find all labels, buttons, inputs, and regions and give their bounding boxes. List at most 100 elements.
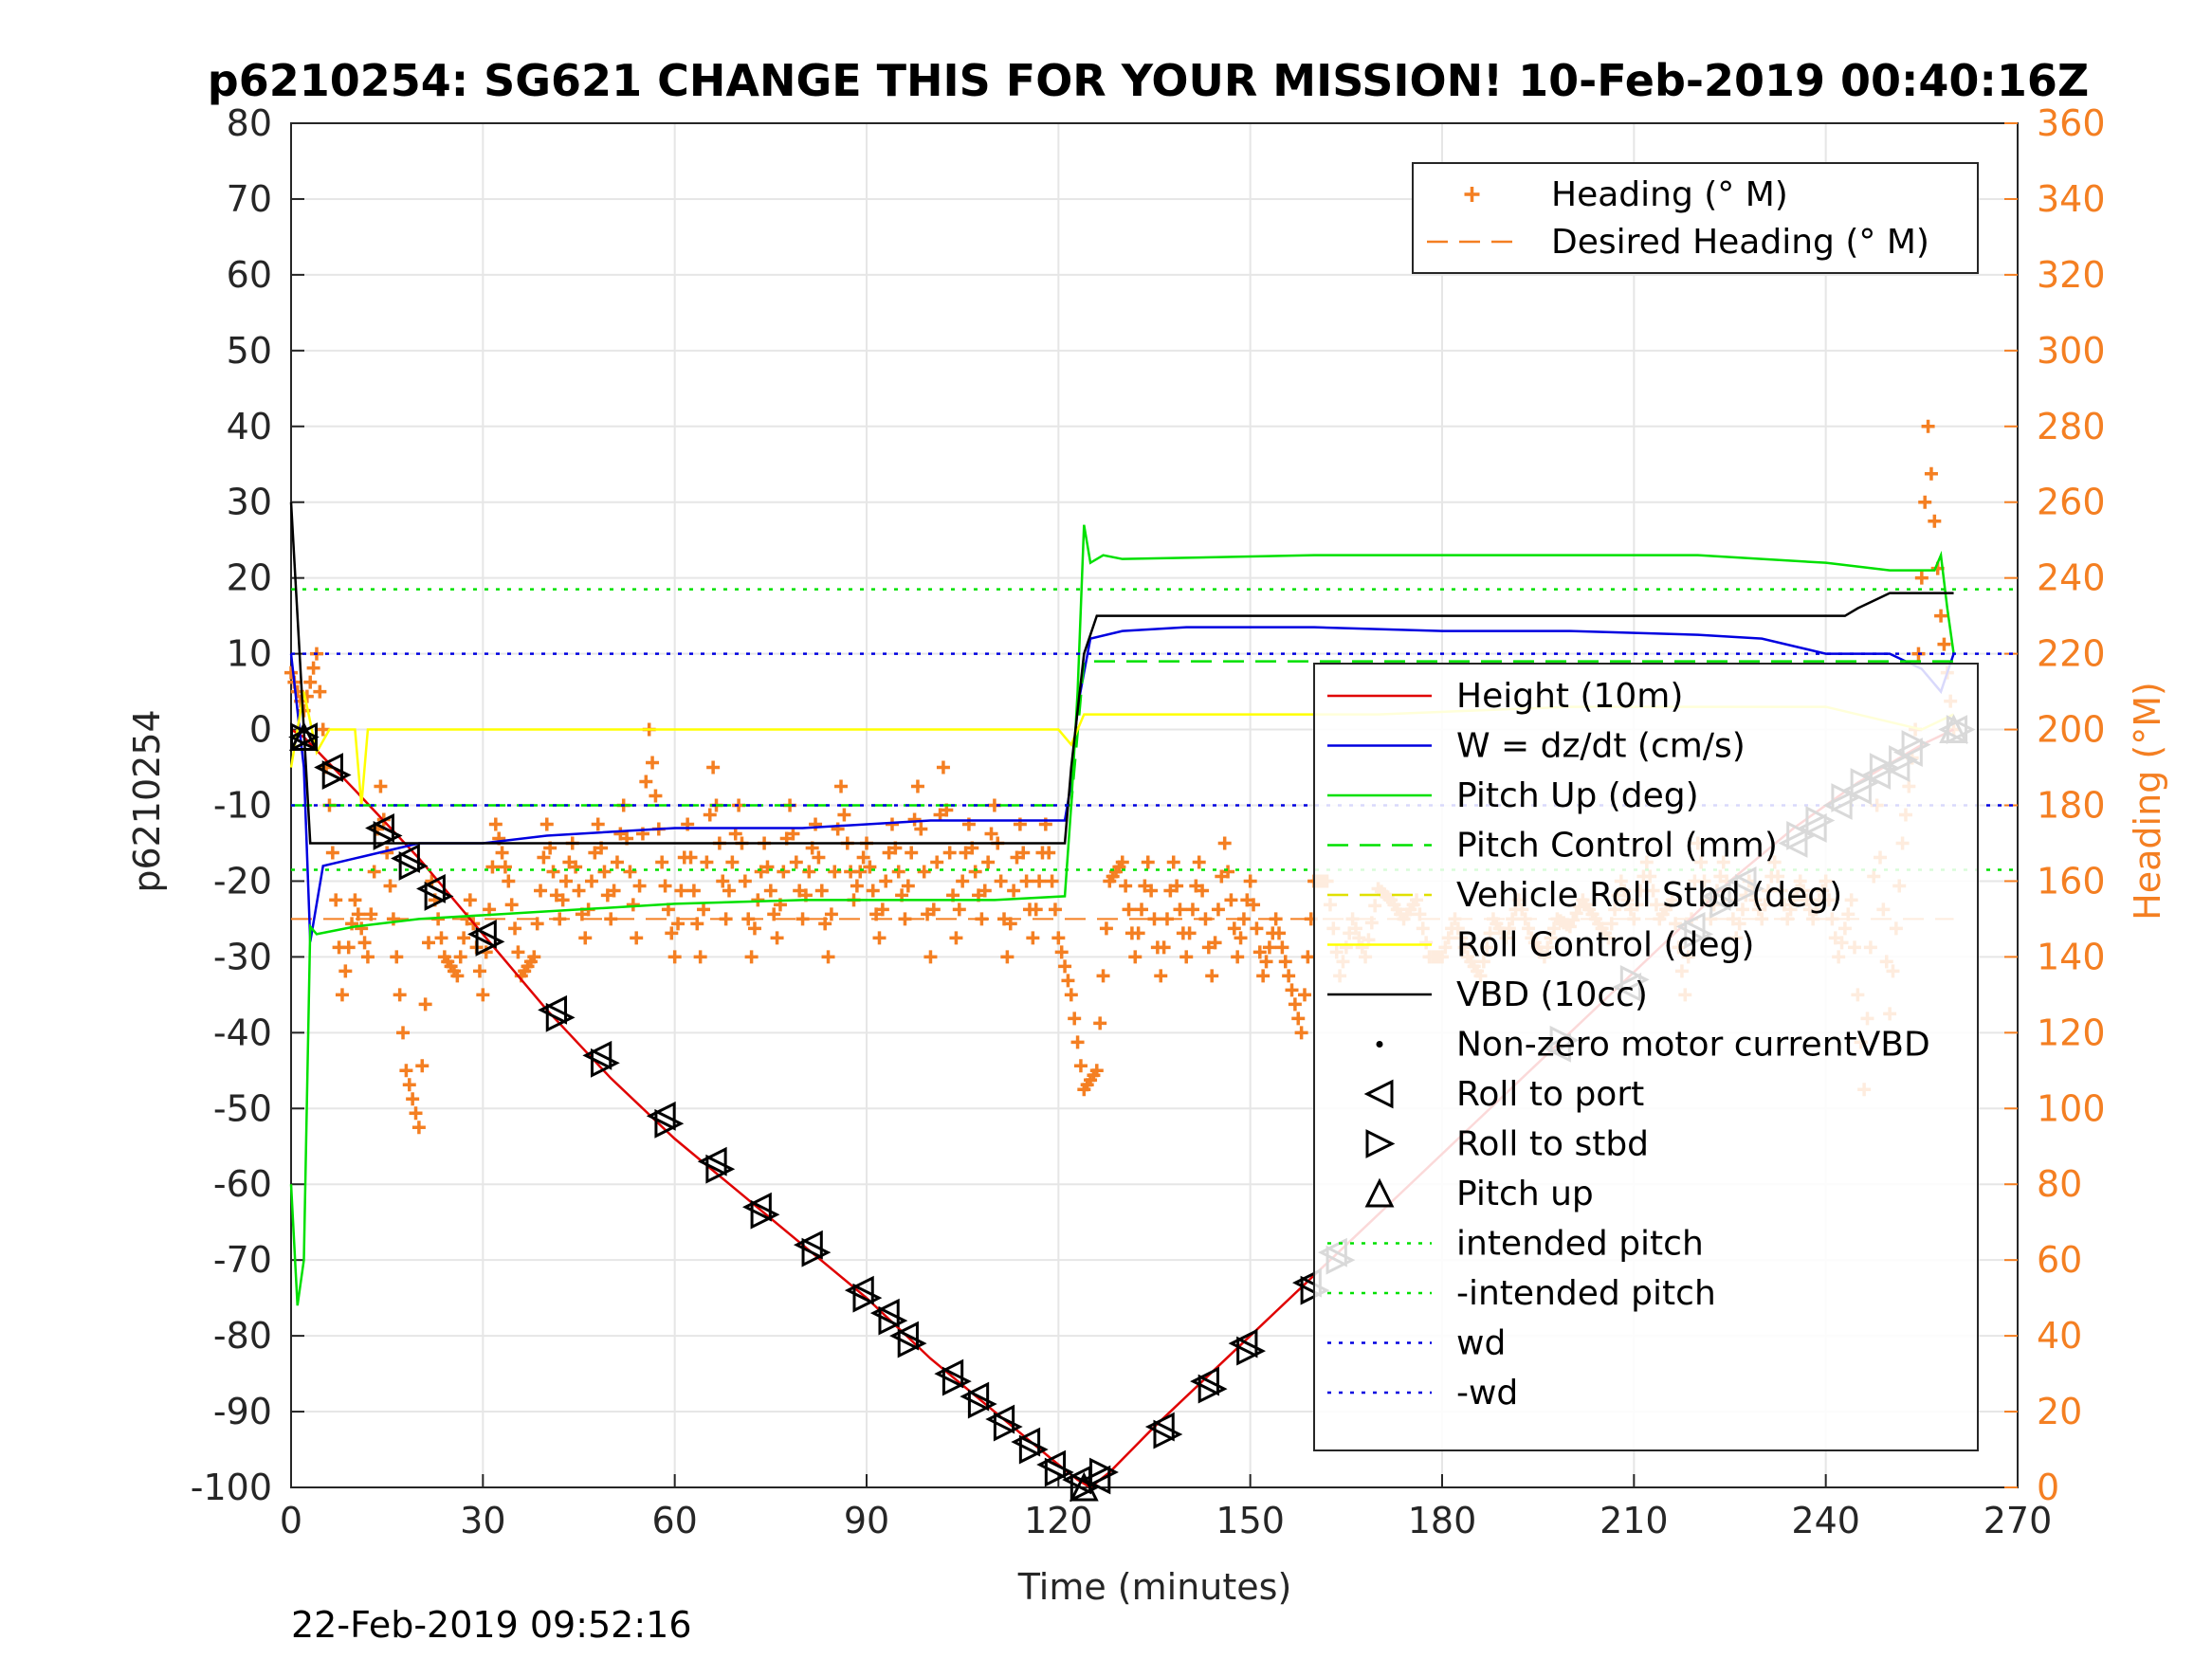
heading-point — [1924, 466, 1938, 481]
heading-point — [1262, 940, 1276, 955]
heading-point — [1003, 917, 1017, 931]
heading-point — [1252, 945, 1267, 959]
heading-point — [383, 879, 397, 893]
heading-point — [406, 1092, 420, 1106]
heading-point — [453, 950, 467, 964]
heading-point — [1205, 969, 1219, 983]
heading-point — [658, 879, 672, 893]
heading-point — [1198, 912, 1213, 926]
heading-point — [914, 822, 928, 836]
heading-point — [476, 988, 490, 1002]
roll-port-marker — [466, 919, 497, 949]
heading-point — [1070, 1035, 1085, 1049]
heading-point — [812, 850, 826, 865]
heading-point — [1221, 865, 1235, 879]
legend-item: Non-zero motor currentVBD — [1376, 1026, 1930, 1065]
heading-point — [498, 860, 512, 874]
heading-point — [329, 893, 343, 907]
heading-point — [1173, 902, 1187, 917]
heading-point — [834, 779, 849, 793]
heading-point — [630, 931, 644, 945]
roll-stbd-marker — [321, 760, 352, 790]
legend-item: Heading (° M) — [1464, 175, 1788, 214]
heading-point — [923, 950, 938, 964]
heading-point — [981, 855, 996, 869]
heading-point — [530, 917, 544, 931]
heading-point — [910, 779, 924, 793]
heading-point — [325, 846, 339, 860]
roll-port-marker — [1190, 1366, 1219, 1396]
y-right-tick-label: 260 — [2037, 482, 2106, 523]
legend-item: Vehicle Roll Stbd (deg) — [1327, 876, 1842, 915]
heading-point — [572, 884, 586, 898]
legend-label: Pitch up — [1456, 1175, 1594, 1213]
heading-point — [856, 850, 870, 865]
heading-point — [901, 879, 915, 893]
legend-item: Desired Heading (° M) — [1427, 223, 1929, 262]
heading-point — [926, 902, 941, 917]
y-tick-label: -10 — [213, 785, 272, 827]
heading-point — [1099, 921, 1113, 936]
heading-point — [1256, 969, 1271, 983]
heading-point — [597, 865, 612, 879]
roll-stbd-marker — [1018, 1434, 1049, 1465]
heading-point — [607, 884, 621, 898]
heading-point — [1160, 912, 1174, 926]
y-right-tick-label: 0 — [2037, 1467, 2059, 1508]
roll-stbd-marker — [475, 926, 505, 957]
heading-point — [1157, 940, 1171, 955]
roll-port-marker — [314, 753, 343, 782]
heading-point — [1051, 931, 1066, 945]
roll-stbd-marker — [424, 882, 454, 911]
heading-point — [984, 827, 998, 841]
legend-item: Roll to port — [1363, 1075, 1644, 1114]
x-tick-label: 180 — [1408, 1500, 1477, 1541]
y-tick-label: -100 — [191, 1467, 272, 1508]
heading-point — [831, 822, 845, 836]
heading-point — [684, 850, 698, 865]
legend-item: intended pitch — [1327, 1225, 1704, 1264]
heading-point — [1042, 846, 1056, 860]
heading-point — [1016, 846, 1031, 860]
y-right-tick-label: 40 — [2037, 1315, 2082, 1357]
legend-label: wd — [1456, 1324, 1506, 1363]
heading-point — [1179, 950, 1194, 964]
heading-point — [335, 988, 349, 1002]
heading-point — [338, 964, 353, 978]
heading-point — [559, 874, 574, 888]
heading-point — [450, 969, 465, 983]
legend-item: wd — [1327, 1324, 1506, 1363]
heading-point — [1921, 419, 1935, 433]
heading-point — [741, 912, 756, 926]
y-right-tick-label: 180 — [2037, 785, 2106, 827]
heading-point — [578, 931, 593, 945]
roll-port-marker — [741, 1192, 772, 1222]
roll-port-marker — [889, 1321, 919, 1351]
legend-item: W = dz/dt (cm/s) — [1327, 727, 1746, 766]
heading-point — [1061, 974, 1075, 988]
heading-point — [1217, 836, 1232, 850]
heading-point — [472, 964, 486, 978]
y-tick-label: 50 — [227, 330, 272, 372]
heading-point — [504, 898, 519, 912]
heading-point — [418, 997, 432, 1012]
heading-point — [795, 912, 810, 926]
y-tick-label: -90 — [213, 1391, 272, 1432]
heading-legend: Heading (° M) Desired Heading (° M) — [1412, 162, 1979, 274]
heading-point — [777, 865, 791, 879]
y-axis-left: 80 70 60 50 40 30 20 10 0 -10 -20 -30 -40 -50 -60 -70 -8… — [191, 102, 304, 1508]
heading-point — [1089, 1064, 1104, 1078]
heading-point — [1288, 997, 1302, 1012]
y-tick-label: -50 — [213, 1087, 272, 1129]
heading-point — [360, 950, 375, 964]
legend-swatch — [1364, 1177, 1395, 1208]
heading-point — [725, 855, 740, 869]
roll-stbd-marker — [654, 1108, 685, 1139]
heading-point — [463, 893, 477, 907]
heading-point — [821, 950, 835, 964]
heading-point — [1301, 950, 1315, 964]
heading-point — [556, 893, 570, 907]
heading-point — [1131, 926, 1145, 940]
heading-point — [1192, 855, 1206, 869]
roll-stbd-marker — [1069, 1472, 1100, 1503]
